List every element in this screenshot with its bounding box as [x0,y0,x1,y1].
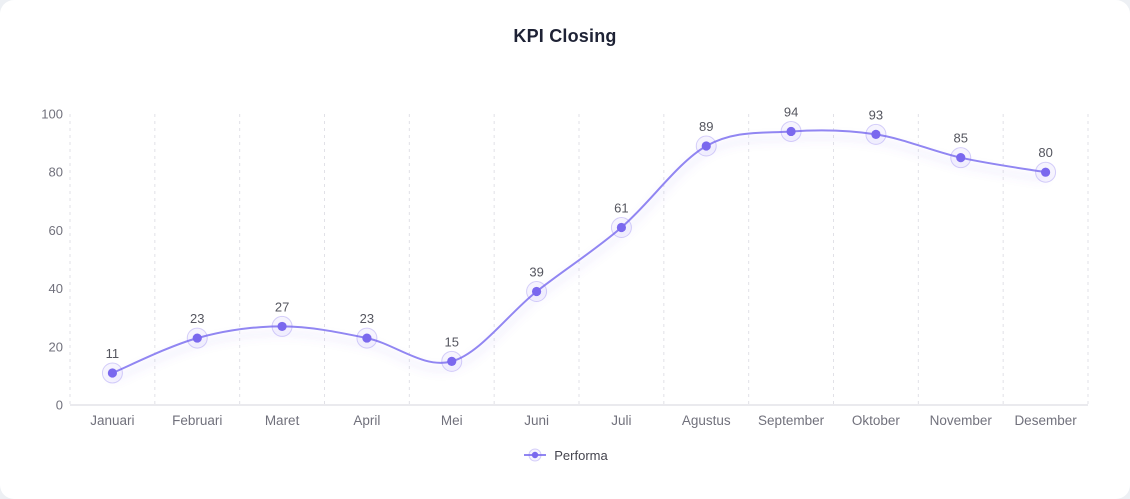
data-point-label: 39 [529,265,543,280]
data-point-dot [1040,167,1051,177]
x-tick-label: Juni [524,413,549,428]
data-point-label: 80 [1038,145,1052,160]
data-point-dot [277,321,287,332]
x-tick-label: Agustus [682,413,731,428]
data-point[interactable]: 80 [1035,145,1057,183]
x-axis-labels: Januari Februari Maret April Mei Juni Juli Agus… [90,413,1077,428]
data-point-dot [447,356,457,366]
y-tick-label: 20 [49,339,63,354]
line-series-marker-icon [524,448,547,462]
data-point-dot [701,141,711,151]
x-tick-label: Oktober [852,413,901,428]
data-point[interactable]: 93 [865,107,887,145]
data-point-label: 94 [784,104,798,119]
data-point[interactable]: 39 [526,265,548,303]
data-point-label: 15 [445,334,459,349]
chart-title: KPI Closing [513,26,617,46]
data-points: 11 23 27 23 15 39 61 89 94 93 85 80 [101,104,1057,384]
x-tick-label: September [758,413,825,428]
legend-item-performa[interactable]: Performa [522,447,608,463]
y-tick-label: 80 [49,165,63,180]
data-point-dot [616,222,627,233]
data-point[interactable]: 23 [186,311,208,349]
y-tick-label: 40 [49,281,63,296]
data-point-label: 27 [275,299,289,314]
data-point[interactable]: 85 [950,131,972,169]
data-point[interactable]: 89 [695,119,717,157]
y-axis-labels: 0 20 40 60 80 100 [41,107,63,413]
data-point-label: 85 [954,131,968,146]
x-tick-label: Desember [1014,413,1077,428]
y-tick-label: 100 [41,107,63,122]
x-tick-label: November [930,413,993,428]
legend-label: Performa [554,447,608,463]
data-point-dot [531,286,542,297]
series-line-performa [112,129,1046,374]
chart-legend: Performa [0,447,1130,463]
data-point-label: 93 [869,107,883,122]
data-point[interactable]: 27 [271,299,293,337]
data-point-dot [107,368,118,378]
data-point-label: 11 [106,346,120,361]
y-tick-label: 0 [56,398,63,413]
y-tick-label: 60 [49,223,63,238]
x-tick-label: Juli [611,413,631,428]
data-point[interactable]: 61 [610,200,632,238]
data-point-label: 89 [699,119,713,134]
data-point-dot [362,333,372,343]
data-point-dot [192,333,202,343]
data-point-label: 61 [614,200,628,215]
data-point[interactable]: 94 [780,104,802,142]
data-point[interactable]: 15 [441,334,463,372]
x-tick-label: Januari [90,413,134,428]
data-point[interactable]: 23 [356,311,378,349]
x-tick-label: Februari [172,413,222,428]
data-point-dot [871,129,881,139]
data-point-label: 23 [360,311,374,326]
data-point-label: 23 [190,311,204,326]
data-point[interactable]: 11 [101,346,123,384]
x-tick-label: April [353,413,380,428]
data-point-dot [786,126,796,137]
x-tick-label: Mei [441,413,463,428]
data-point-dot [956,153,966,163]
x-tick-label: Maret [265,413,300,428]
